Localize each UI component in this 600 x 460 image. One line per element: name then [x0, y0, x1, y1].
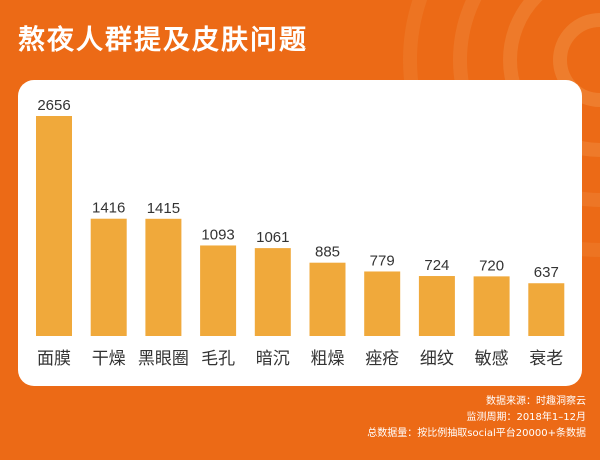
bar-6: [309, 262, 346, 336]
bar-value-label-6: 885: [315, 244, 340, 261]
bar-value-label-2: 1416: [92, 200, 125, 217]
data-source-footer: 数据来源：时趣洞察云 监测周期：2018年1–12月 总数据量：按比例抽取soc…: [367, 394, 586, 442]
category-label-3: 黑眼圈: [138, 349, 189, 369]
page-title: 熬夜人群提及皮肤问题: [18, 25, 308, 56]
category-label-6: 粗燥: [311, 349, 345, 369]
category-label-8: 细纹: [420, 349, 454, 369]
footer-volume: 总数据量：按比例抽取social平台20000+条数据: [367, 428, 586, 439]
category-label-5: 暗沉: [256, 349, 290, 369]
bar-3: [145, 218, 182, 336]
bar-1: [36, 116, 72, 336]
bar-value-label-1: 2656: [37, 97, 70, 114]
bar-chart: 2656 面膜 1416 干燥 1415 黑眼圈 1093 毛孔 1061 暗沉 885 粗燥 779 痤…: [36, 97, 565, 369]
bar-2: [90, 218, 127, 336]
category-label-10: 衰老: [529, 349, 563, 369]
bar-value-label-4: 1093: [201, 226, 234, 243]
bar-7: [364, 271, 401, 336]
chart-card: 2656 面膜 1416 干燥 1415 黑眼圈 1093 毛孔 1061 暗沉 885 粗燥 779 痤…: [18, 80, 582, 386]
category-label-2: 干燥: [92, 349, 126, 369]
footer-period: 监测周期：2018年1–12月: [466, 412, 586, 423]
bar-value-label-10: 637: [534, 264, 559, 281]
category-label-1: 面膜: [37, 349, 71, 369]
bar-9: [473, 276, 510, 336]
bar-value-label-7: 779: [370, 252, 395, 269]
bar-5: [254, 248, 291, 336]
bar-8: [418, 276, 455, 336]
bar-value-label-5: 1061: [256, 229, 289, 246]
category-label-4: 毛孔: [201, 349, 235, 369]
bar-10: [528, 283, 565, 336]
footer-source: 数据来源：时趣洞察云: [486, 396, 586, 407]
category-label-9: 敏感: [475, 349, 509, 369]
bar-value-label-3: 1415: [147, 200, 180, 217]
bar-value-label-8: 724: [424, 257, 449, 274]
bar-value-label-9: 720: [479, 257, 504, 274]
bar-4: [200, 245, 237, 336]
category-label-7: 痤疮: [365, 349, 399, 369]
